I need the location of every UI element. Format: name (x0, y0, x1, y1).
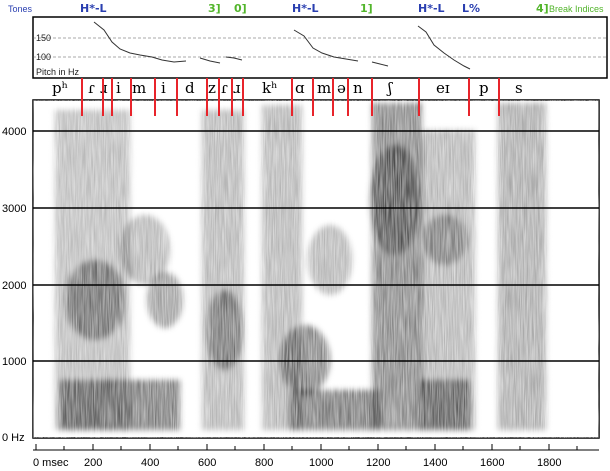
segment-label: ʃ (386, 79, 393, 97)
time-tick-label: 1800 (537, 457, 561, 469)
time-tick-label: 600 (198, 457, 216, 469)
segment-label: m (132, 79, 146, 97)
frequency-tick-label: 4000 (2, 126, 26, 138)
break-index-label: 1] (360, 2, 373, 15)
segment-label: z (208, 79, 216, 97)
pitch-axis-label: Pitch in Hz (36, 67, 80, 77)
frequency-tick-label: 3000 (2, 203, 26, 215)
segment-label: eɪ (436, 79, 450, 97)
segment-label: i (161, 79, 166, 97)
frequency-tick-label: 2000 (2, 280, 26, 292)
segment-label: p (479, 79, 489, 97)
segment-label: ə (337, 79, 346, 97)
break-index-label: 4] (536, 2, 549, 15)
frequency-tick-label: 0 Hz (2, 432, 25, 444)
pitch-tick-100: 100 (36, 52, 51, 62)
time-tick-label: 200 (84, 457, 102, 469)
break-index-label: 3] (208, 2, 221, 15)
tone-label: H*-L (418, 2, 445, 15)
time-tick-label: 800 (255, 457, 273, 469)
segment-label: ɹ (233, 79, 241, 97)
segment-label: pʰ (52, 79, 68, 97)
segment-label: m (317, 79, 331, 97)
tone-label: L% (462, 2, 480, 15)
time-tick-label: 0 msec (33, 457, 69, 469)
segment-label: d (185, 79, 195, 97)
tone-label: H*-L (292, 2, 319, 15)
tones-tier-label: Tones (8, 4, 33, 14)
segment-label: n (353, 79, 363, 97)
segment-label: i (116, 79, 121, 97)
time-tick-label: 400 (141, 457, 159, 469)
segment-boundaries (81, 78, 500, 116)
time-tick-label: 1400 (423, 457, 447, 469)
time-tick-label: 1600 (480, 457, 504, 469)
frequency-gridlines (33, 130, 599, 362)
segment-label: ɑ (295, 79, 305, 97)
segment-label: ɾ (88, 79, 95, 97)
time-tick-label: 1200 (366, 457, 390, 469)
segment-label: ɾ (221, 79, 228, 97)
tone-label: H*-L (80, 2, 107, 15)
segment-label: s (515, 79, 523, 97)
time-tick-label: 1000 (309, 457, 333, 469)
frequency-tick-label: 1000 (2, 356, 26, 368)
break-index-label: 0] (234, 2, 247, 15)
break-indices-tier-label: Break Indices (549, 4, 604, 14)
pitch-contour (93, 21, 471, 70)
time-axis-ticks (35, 444, 578, 450)
spectrogram-energy (33, 100, 599, 438)
segment-label: kʰ (262, 79, 278, 97)
pitch-tick-150: 150 (36, 33, 51, 43)
pitch-track-panel (32, 16, 608, 79)
